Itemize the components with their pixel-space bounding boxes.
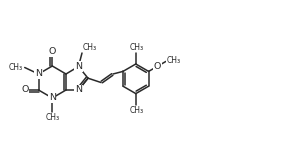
Text: N: N <box>75 85 82 95</box>
Text: CH₃: CH₃ <box>167 56 181 65</box>
Text: CH₃: CH₃ <box>129 43 143 52</box>
Text: N: N <box>49 93 56 102</box>
Text: O: O <box>21 85 28 95</box>
Text: N: N <box>75 62 82 71</box>
Text: CH₃: CH₃ <box>82 43 97 52</box>
Text: CH₃: CH₃ <box>45 113 59 122</box>
Text: O: O <box>49 47 56 57</box>
Text: CH₃: CH₃ <box>9 63 23 72</box>
Text: N: N <box>35 69 42 78</box>
Text: O: O <box>21 85 28 95</box>
Text: O: O <box>154 62 161 71</box>
Text: O: O <box>49 47 56 57</box>
Text: CH₃: CH₃ <box>129 106 143 115</box>
